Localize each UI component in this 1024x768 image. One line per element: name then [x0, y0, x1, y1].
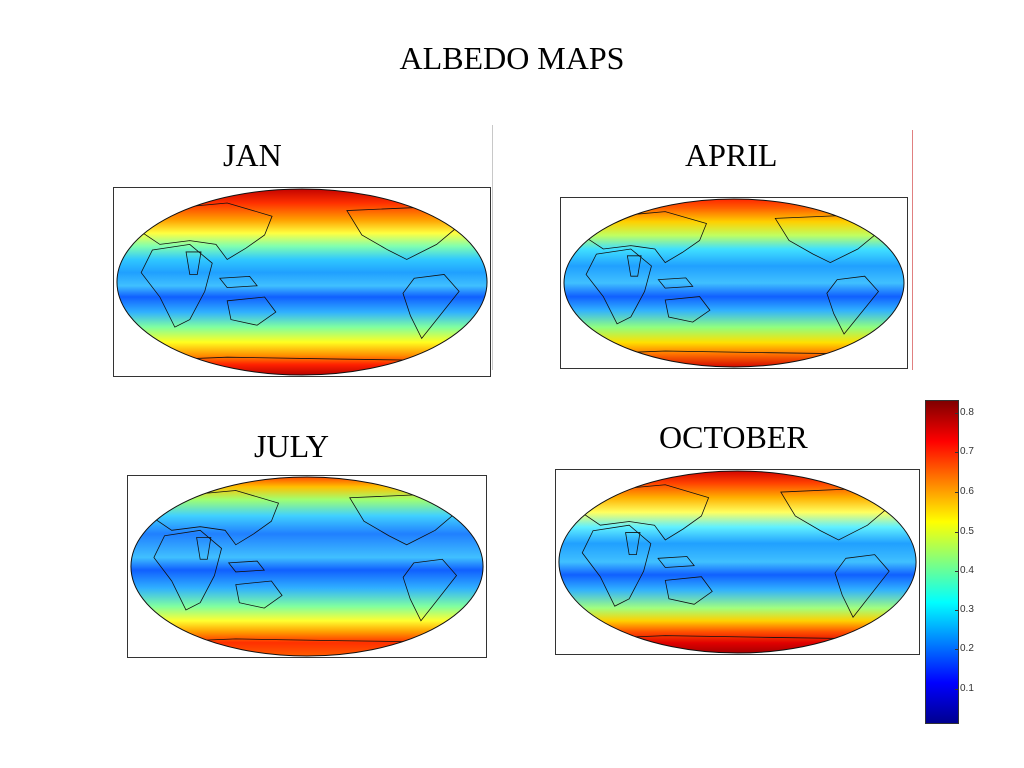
- colorbar-tick-label: 0.7: [960, 446, 974, 457]
- coastline-australia: [235, 580, 283, 609]
- coastline-eurasia: [582, 211, 708, 264]
- colorbar-tick-label: 0.6: [960, 486, 974, 497]
- colorbar-tick-mark: [955, 413, 959, 414]
- colorbar-tick-mark: [955, 452, 959, 453]
- colorbar-tick-label: 0.8: [960, 407, 974, 418]
- coastline-india: [625, 532, 641, 556]
- colorbar-tick-label: 0.4: [960, 565, 974, 576]
- globe-outline: [130, 476, 484, 657]
- coastline-africa: [153, 529, 222, 611]
- albedo-map-april: [560, 197, 908, 369]
- colorbar-tick-mark: [955, 649, 959, 650]
- coastline-greenland: [864, 206, 893, 224]
- colorbar-tick-label: 0.3: [960, 604, 974, 615]
- colorbar-tick-mark: [955, 571, 959, 572]
- map-label-april: APRIL: [685, 137, 778, 173]
- albedo-field: [116, 188, 488, 376]
- coastline-indonesia: [657, 277, 694, 289]
- colorbar-tick-mark: [955, 492, 959, 493]
- colorbar-tick-mark: [955, 610, 959, 611]
- coastline-eurasia: [136, 202, 273, 260]
- map-label-october: OCTOBER: [659, 419, 808, 455]
- albedo-field: [564, 198, 904, 368]
- albedo-map-jan: [113, 187, 491, 377]
- world-map-july: [130, 476, 484, 657]
- globe-outline: [116, 188, 488, 376]
- globe-outline: [563, 198, 905, 368]
- coastline-india: [626, 255, 642, 277]
- coastline-greenland: [874, 478, 905, 499]
- coastline-indonesia: [218, 275, 258, 289]
- page-title: ALBEDO MAPS: [399, 40, 625, 76]
- world-map-jan: [116, 188, 488, 376]
- coastline-indonesia: [227, 560, 266, 573]
- albedo-field: [558, 470, 917, 654]
- coastline-eurasia: [578, 484, 710, 541]
- coastline-south-america: [826, 275, 879, 335]
- coastline-africa: [140, 243, 213, 328]
- coastline-indonesia: [657, 556, 695, 568]
- colorbar: [925, 400, 959, 724]
- world-map-april: [563, 198, 905, 368]
- colorbar-tick-label: 0.5: [960, 526, 974, 537]
- divider-line: [912, 130, 913, 370]
- colorbar-gradient: [926, 401, 958, 723]
- coastline-africa: [581, 524, 652, 607]
- coastline-south-america: [402, 274, 460, 340]
- albedo-map-july: [127, 475, 487, 658]
- albedo-field: [130, 476, 484, 657]
- coastline-australia: [664, 576, 713, 605]
- colorbar-tick-label: 0.2: [960, 643, 974, 654]
- map-label-july: JULY: [254, 428, 330, 464]
- globe-outline: [558, 470, 917, 654]
- colorbar-tick-mark: [955, 689, 959, 690]
- coastline-greenland: [443, 196, 475, 217]
- albedo-map-october: [555, 469, 920, 655]
- coastline-south-america: [834, 554, 890, 618]
- coastline-africa: [585, 248, 652, 325]
- coastline-south-america: [402, 558, 458, 622]
- coastline-eurasia: [149, 490, 280, 546]
- colorbar-tick-label: 0.1: [960, 683, 974, 694]
- coastline-australia: [664, 296, 711, 323]
- coastline-india: [196, 537, 212, 560]
- divider-line: [492, 125, 493, 370]
- coastline-australia: [226, 296, 277, 326]
- world-map-october: [558, 470, 917, 654]
- map-label-jan: JAN: [223, 137, 282, 173]
- coastline-greenland: [441, 484, 472, 504]
- coastline-india: [185, 251, 202, 275]
- colorbar-tick-mark: [955, 532, 959, 533]
